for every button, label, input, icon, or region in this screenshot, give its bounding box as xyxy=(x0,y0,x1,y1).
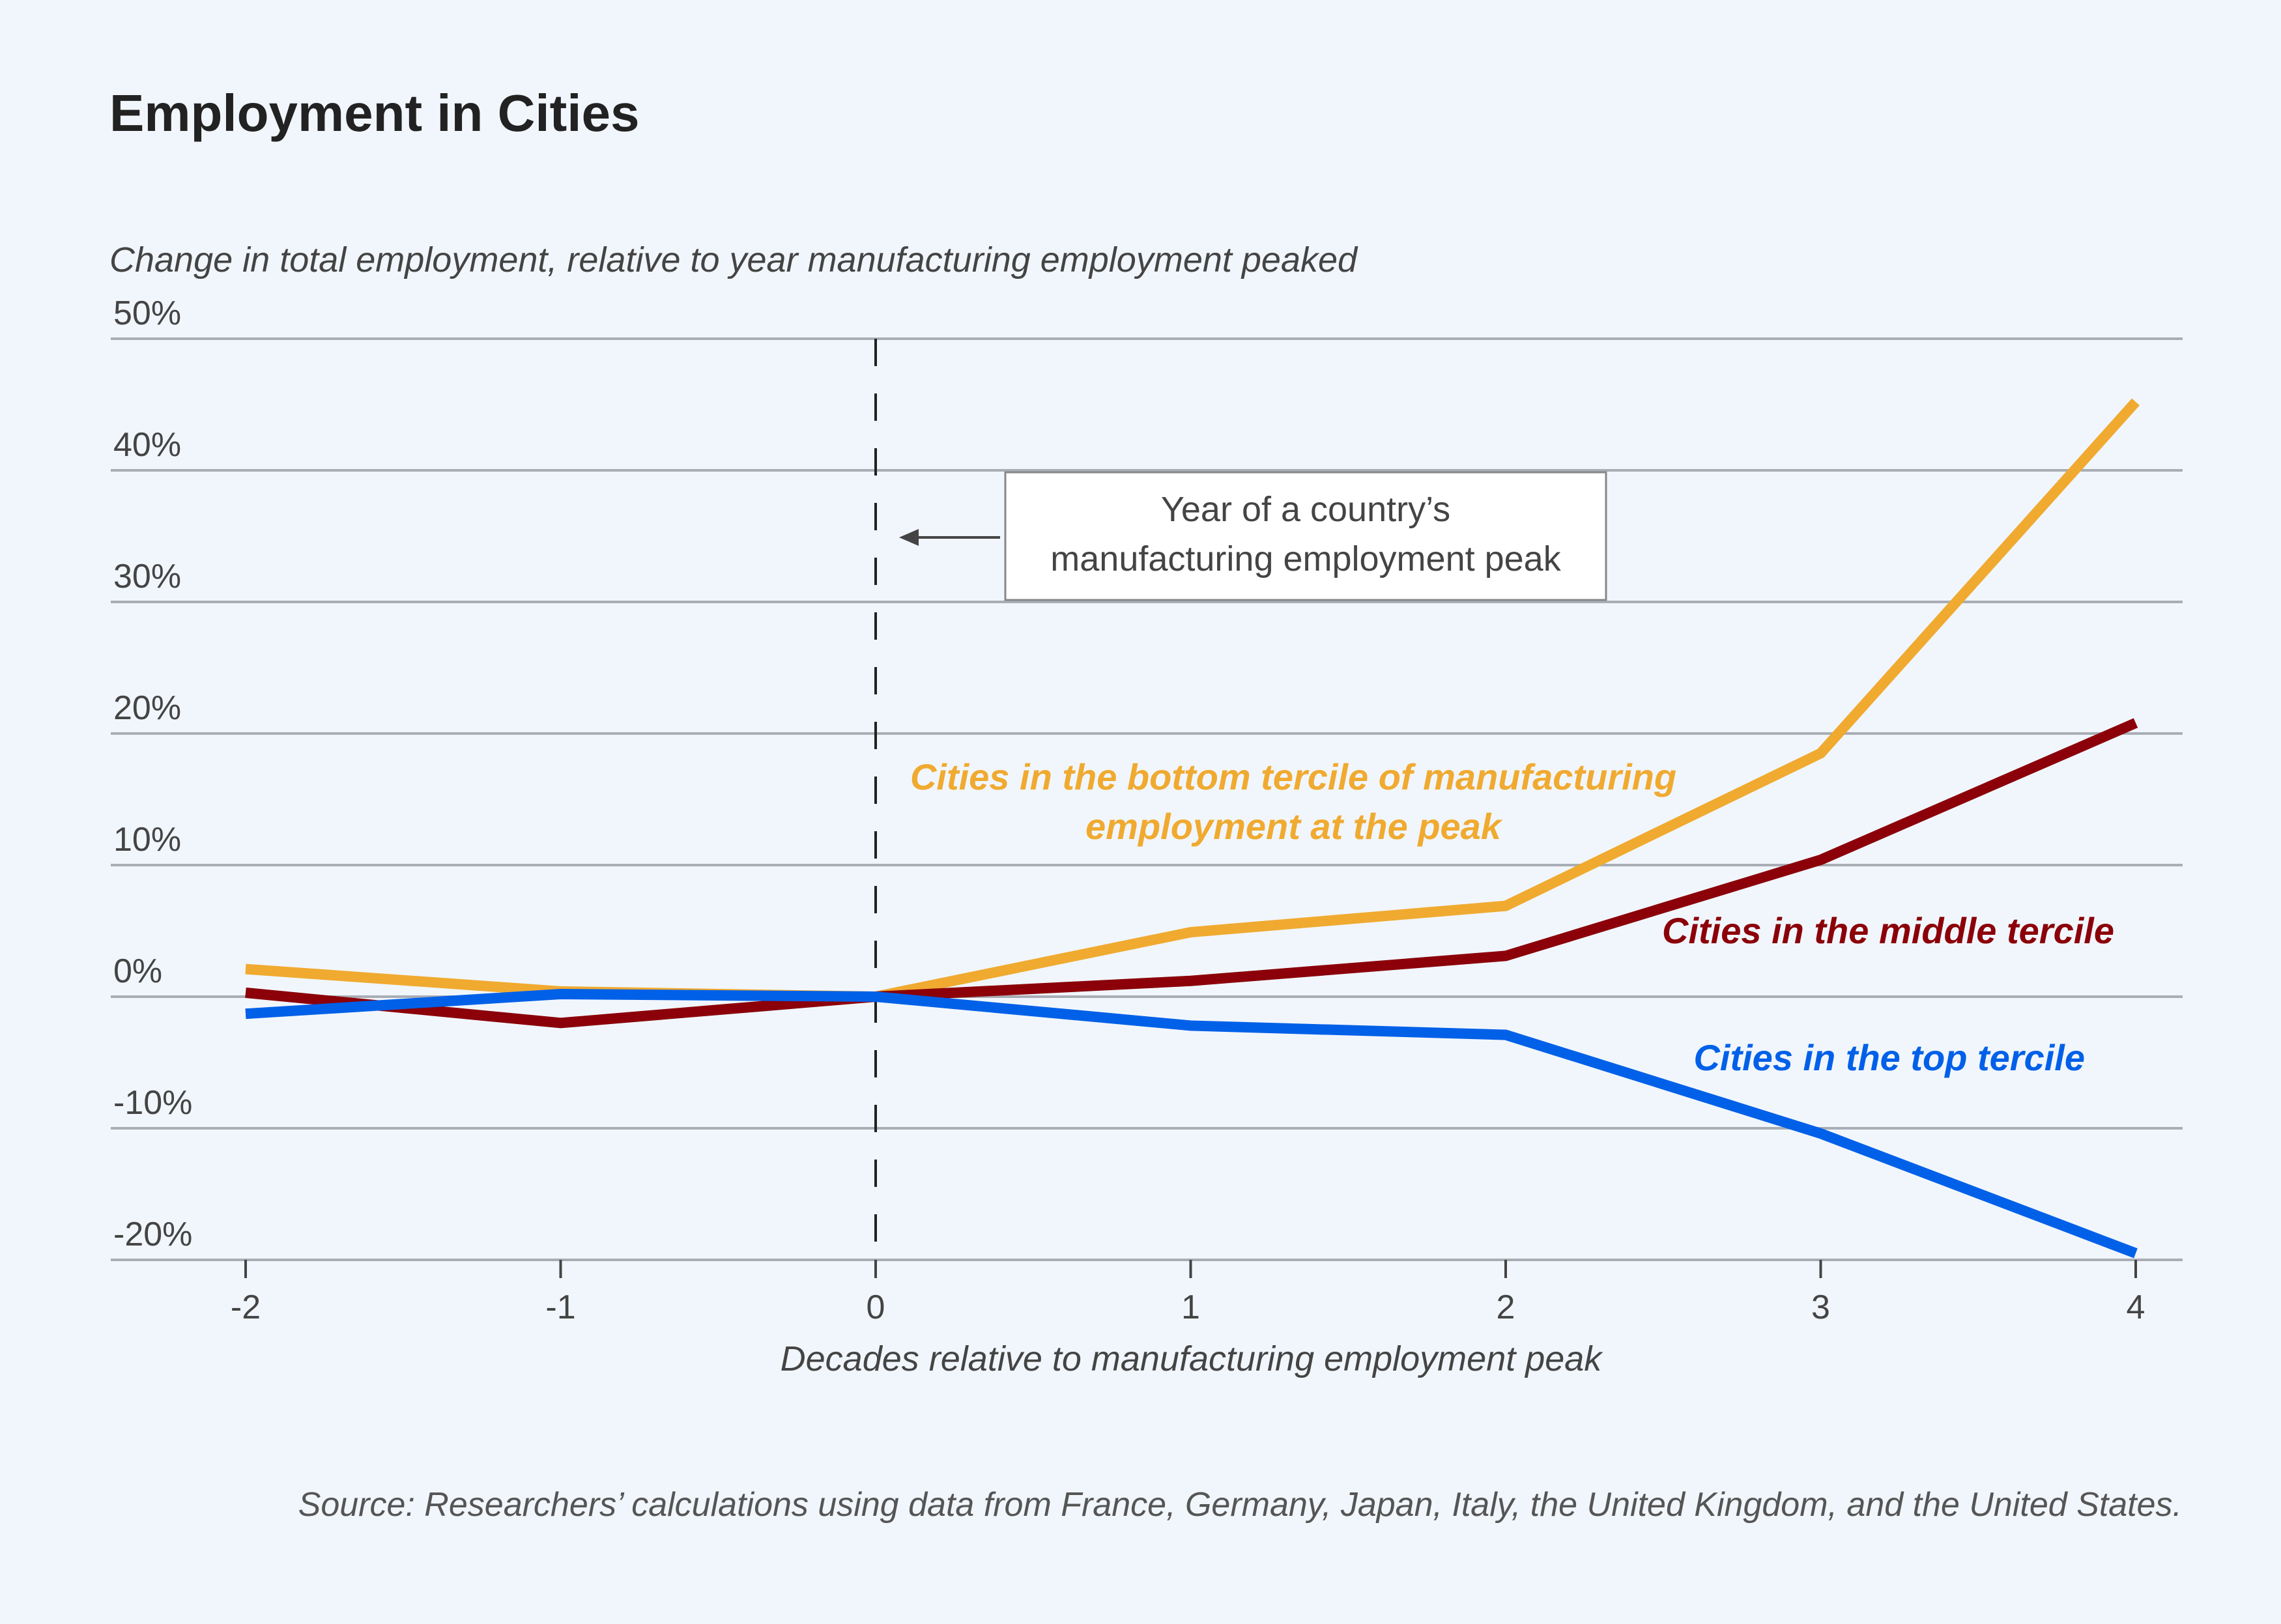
y-axis-label: Change in total employment, relative to … xyxy=(109,240,1358,279)
y-tick-label: 20% xyxy=(113,689,181,727)
chart-title: Employment in Cities xyxy=(109,84,640,142)
y-tick-label: 50% xyxy=(113,294,181,332)
x-tick-label: 3 xyxy=(1811,1289,1830,1326)
series-line xyxy=(245,988,2138,1259)
y-tick-label: 30% xyxy=(113,558,181,595)
y-tick-label: 40% xyxy=(113,426,181,464)
x-tick-label: 2 xyxy=(1497,1289,1515,1326)
series-line xyxy=(245,718,2138,1029)
annotation-arrowhead-icon xyxy=(899,529,919,546)
series-label: Cities in the bottom tercile of manufact… xyxy=(910,756,1676,797)
x-tick-label: -2 xyxy=(231,1289,261,1326)
source-note: Source: Researchers’ calculations using … xyxy=(298,1486,2182,1524)
series-label: employment at the peak xyxy=(1085,806,1503,847)
y-tick-label: -10% xyxy=(113,1084,192,1122)
x-tick-label: -1 xyxy=(545,1289,575,1326)
annotation-box xyxy=(1004,471,1607,601)
annotation-text: Year of a country’s xyxy=(1161,490,1450,529)
y-tick-label: 10% xyxy=(113,821,181,859)
series-label: Cities in the middle tercile xyxy=(1662,910,2114,951)
annotation-text: manufacturing employment peak xyxy=(1050,539,1561,578)
y-tick-label: -20% xyxy=(113,1216,192,1253)
x-axis-label: Decades relative to manufacturing employ… xyxy=(780,1339,1602,1378)
x-tick-label: 4 xyxy=(2127,1289,2145,1326)
x-tick-label: 0 xyxy=(867,1289,885,1326)
series-label: Cities in the top tercile xyxy=(1693,1037,2085,1078)
y-tick-label: 0% xyxy=(113,952,162,990)
x-tick-label: 1 xyxy=(1181,1289,1200,1326)
